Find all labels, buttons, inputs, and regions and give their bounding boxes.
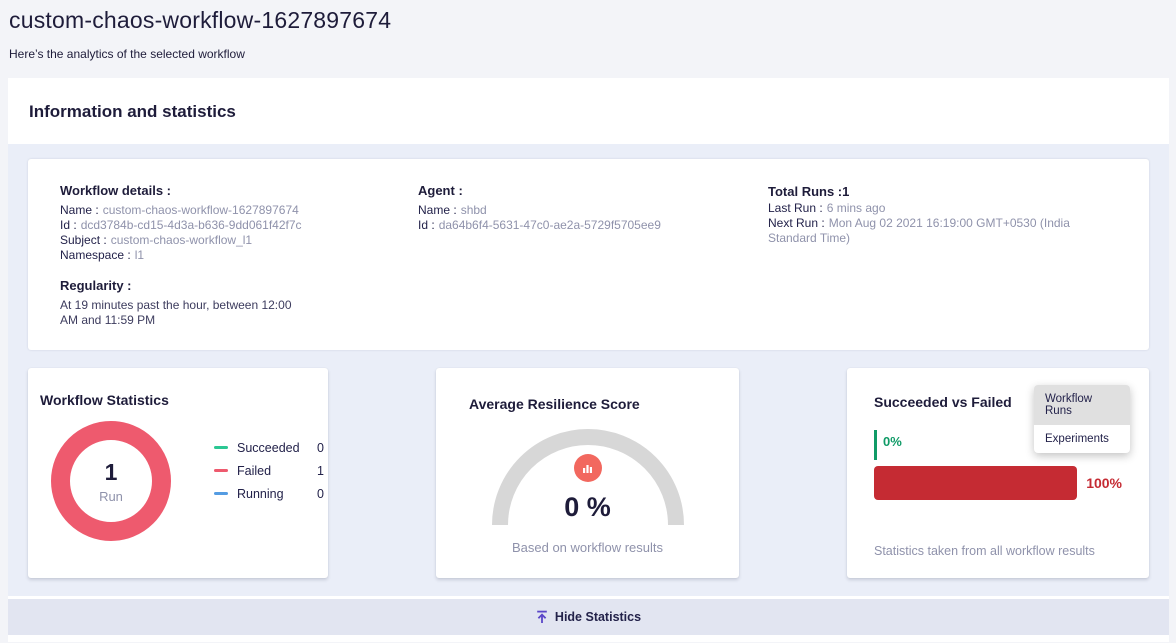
agent-id-label: Id : [418, 218, 435, 232]
legend-value: 0 [317, 486, 324, 501]
legend-value: 1 [317, 463, 324, 478]
workflow-subject-value: custom-chaos-workflow_l1 [110, 233, 253, 247]
workflow-statistics-card: Workflow Statistics 1 Run [28, 368, 328, 578]
last-run-line: Last Run :6 mins ago [768, 201, 1117, 216]
agent-name-label: Name : [418, 203, 457, 217]
workflow-statistics-body: 1 Run Succeeded 0 Failed 1 [40, 408, 324, 542]
donut-ring [51, 421, 171, 541]
failed-bar-row: 100% [874, 466, 1122, 500]
page-header: custom-chaos-workflow-1627897674 Here’s … [0, 0, 1176, 61]
total-runs: Total Runs :1 [768, 184, 850, 199]
panel-heading: Information and statistics [29, 102, 236, 121]
resilience-gauge: 0 % [491, 428, 685, 530]
menu-item-workflow-runs[interactable]: Workflow Runs [1034, 385, 1130, 425]
workflow-details-heading: Workflow details : [60, 183, 171, 198]
last-run-value: 6 mins ago [826, 201, 886, 215]
workflow-name-line: Name : custom-chaos-workflow-1627897674 [60, 203, 418, 218]
collapse-up-icon [536, 610, 548, 624]
legend-row-failed: Failed 1 [214, 459, 324, 482]
menu-item-experiments[interactable]: Experiments [1045, 433, 1109, 445]
workflow-subject-label: Subject : [60, 233, 107, 247]
legend-value: 0 [317, 440, 324, 455]
stats-row: Workflow Statistics 1 Run [28, 368, 1149, 578]
agent-column: Agent : Name : shbd Id : da64b6f4-5631-47c… [418, 184, 768, 328]
resilience-score-title: Average Resilience Score [469, 396, 640, 412]
failed-dash-icon [214, 469, 228, 472]
page-title: custom-chaos-workflow-1627897674 [9, 7, 392, 33]
statistics-area: Workflow details : Name : custom-chaos-wo… [8, 144, 1169, 596]
legend-label: Succeeded [237, 440, 300, 455]
succeeded-dash-icon [214, 446, 228, 449]
next-run-value: Mon Aug 02 2021 16:19:00 GMT+0530 (India… [768, 216, 1070, 245]
legend-label: Running [237, 486, 284, 501]
workflow-namespace-label: Namespace : [60, 248, 131, 262]
hide-statistics-button[interactable]: Hide Statistics [8, 599, 1169, 635]
failed-percent: 100% [1086, 475, 1122, 491]
legend-row-succeeded: Succeeded 0 [214, 436, 324, 459]
workflow-name-label: Name : [60, 203, 99, 217]
workflow-subject-line: Subject : custom-chaos-workflow_l1 [60, 233, 418, 248]
running-dash-icon [214, 492, 228, 495]
resilience-score-caption: Based on workflow results [511, 540, 663, 555]
donut-legend: Succeeded 0 Failed 1 Running 0 [214, 436, 324, 542]
last-run-label: Last Run : [768, 201, 823, 215]
workflow-namespace-value: l1 [134, 248, 145, 262]
regularity-heading: Regularity : [60, 278, 132, 293]
agent-id-line: Id : da64b6f4-5631-47c0-ae2a-5729f5705ee9 [418, 218, 768, 233]
agent-id-value: da64b6f4-5631-47c0-ae2a-5729f5705ee9 [438, 218, 661, 232]
succeeded-vs-failed-caption: Statistics taken from all workflow resul… [874, 544, 1095, 558]
donut-run-count: 1 [104, 458, 118, 485]
gauge-arc [491, 429, 684, 526]
succeeded-bar [874, 430, 877, 460]
failed-bar [874, 466, 1078, 500]
regularity-block: Regularity : At 19 minutes past the hour… [60, 279, 310, 328]
next-run-label: Next Run : [768, 216, 825, 230]
succeeded-percent: 0% [883, 434, 902, 449]
next-run-line: Next Run : Mon Aug 02 2021 16:19:00 GMT+0… [768, 216, 1117, 246]
workflow-name-value: custom-chaos-workflow-1627897674 [102, 203, 299, 217]
succeeded-vs-failed-title: Succeeded vs Failed [874, 394, 1012, 410]
workflow-namespace-line: Namespace : l1 [60, 248, 418, 263]
workflow-id-line: Id : dcd3784b-cd15-4d3a-b636-9dd061f42f7c [60, 218, 418, 233]
bar-chart-icon [573, 454, 602, 482]
agent-name-line: Name : shbd [418, 203, 768, 218]
legend-label: Failed [237, 463, 272, 478]
succeeded-bar-row: 0% [874, 430, 1122, 460]
workflow-details-card: Workflow details : Name : custom-chaos-wo… [28, 159, 1149, 350]
regularity-text: At 19 minutes past the hour, between 12:… [60, 298, 292, 327]
workflow-id-label: Id : [60, 218, 77, 232]
agent-name-value: shbd [460, 203, 487, 217]
workflow-id-value: dcd3784b-cd15-4d3a-b636-9dd061f42f7c [80, 218, 302, 232]
runs-column: Total Runs :1 Last Run :6 mins ago Next … [768, 184, 1117, 328]
legend-row-running: Running 0 [214, 482, 324, 505]
succeeded-vs-failed-card: Succeeded vs Failed Workflow Runs Experi… [847, 368, 1149, 578]
agent-heading: Agent : [418, 183, 463, 198]
resilience-score-card: Average Resilience Score 0 % Based o [436, 368, 739, 578]
resilience-score-value: 0 % [564, 492, 611, 522]
hide-statistics-label: Hide Statistics [554, 610, 642, 624]
workflow-statistics-title: Workflow Statistics [40, 392, 169, 408]
donut-run-label: Run [99, 488, 123, 504]
runs-donut-chart: 1 Run [50, 420, 172, 542]
results-filter-dropdown[interactable]: Workflow Runs Experiments [1034, 385, 1130, 453]
info-statistics-panel: Information and statistics Workflow deta… [8, 78, 1169, 642]
donut-center: 1 Run [50, 420, 172, 542]
workflow-details-column: Workflow details : Name : custom-chaos-wo… [60, 184, 418, 328]
page-subtitle: Here’s the analytics of the selected wor… [9, 47, 245, 61]
